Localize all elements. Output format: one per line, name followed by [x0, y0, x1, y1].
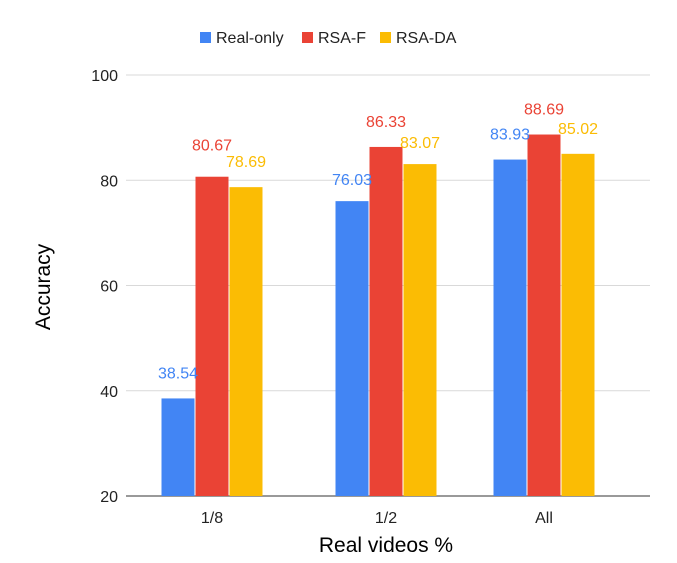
data-label: 83.93 [490, 127, 530, 144]
bar-rsa-f-2 [527, 134, 561, 497]
legend-swatch [380, 32, 391, 43]
legend: Real-only RSA-F RSA-DA [200, 30, 457, 47]
x-tick-label: 1/8 [201, 510, 223, 527]
data-label: 80.67 [192, 138, 232, 155]
y-tick-label: 60 [100, 279, 118, 296]
legend-item-rsa-da: RSA-DA [380, 30, 457, 47]
x-tick-label: 1/2 [375, 510, 397, 527]
y-tick-label: 20 [100, 489, 118, 506]
data-label: 86.33 [366, 114, 406, 131]
data-label: 83.07 [400, 135, 440, 152]
data-label: 38.54 [158, 365, 198, 382]
bars [161, 134, 595, 497]
data-label: 78.69 [226, 154, 266, 171]
bar-rsa-da-0 [229, 187, 263, 497]
data-label: 88.69 [524, 102, 564, 119]
bar-real-only-0 [161, 398, 195, 496]
legend-label: Real-only [216, 30, 284, 47]
y-axis-title: Accuracy [32, 243, 55, 330]
bar-rsa-da-1 [403, 164, 437, 497]
x-axis-ticks: 1/8 1/2 All [201, 510, 553, 527]
y-axis-ticks: 20 40 60 80 100 [91, 68, 118, 506]
bar-rsa-f-1 [369, 146, 403, 497]
legend-label: RSA-F [318, 30, 366, 47]
data-label: 76.03 [332, 172, 372, 189]
bar-rsa-da-2 [561, 153, 595, 496]
legend-label: RSA-DA [396, 30, 457, 47]
y-tick-label: 100 [91, 68, 118, 85]
data-label: 85.02 [558, 121, 598, 138]
legend-item-real-only: Real-only [200, 30, 284, 47]
x-axis-title: Real videos % [319, 534, 453, 557]
bar-real-only-1 [335, 201, 369, 496]
bar-rsa-f-0 [195, 176, 229, 496]
bar-real-only-2 [493, 159, 527, 497]
x-tick-label: All [535, 510, 553, 527]
legend-swatch [200, 32, 211, 43]
legend-item-rsa-f: RSA-F [302, 30, 366, 47]
y-tick-label: 80 [100, 173, 118, 190]
legend-swatch [302, 32, 313, 43]
y-tick-label: 40 [100, 384, 118, 401]
